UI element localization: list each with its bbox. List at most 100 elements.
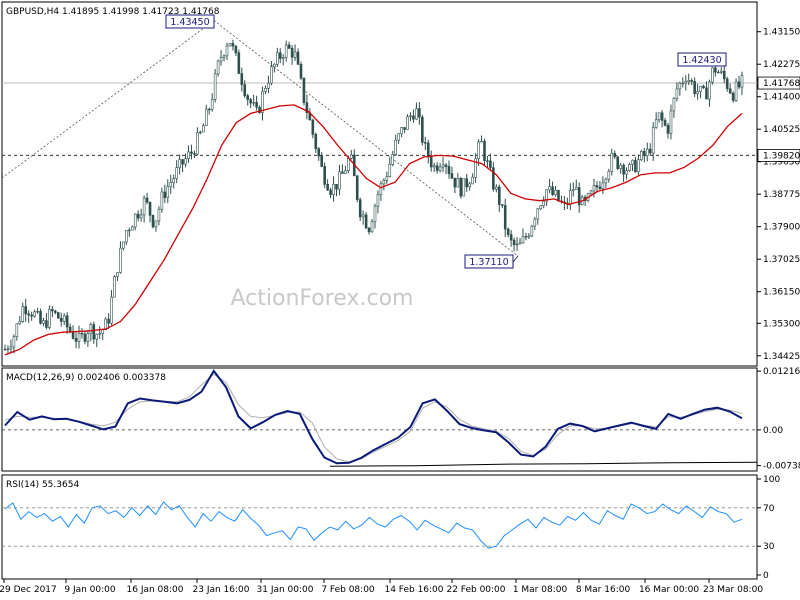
candle-body <box>527 235 531 238</box>
candle-body <box>687 80 691 82</box>
candle-body <box>213 73 217 100</box>
candle-body <box>711 67 714 83</box>
candle-body <box>610 153 614 172</box>
candle-body <box>459 178 463 197</box>
candle-body <box>54 310 57 313</box>
candle-body <box>731 92 735 101</box>
candle-body <box>728 88 732 94</box>
annotation-label: 1.43450 <box>170 17 209 28</box>
time-tick-label: 22 Feb 00:00 <box>446 585 505 595</box>
candle-body <box>634 159 637 173</box>
macd-title: MACD(12,26,9) 0.002406 0.003378 <box>6 373 166 383</box>
support-level-tag <box>757 148 800 162</box>
candle-body <box>252 102 255 104</box>
candle-body <box>379 183 383 196</box>
current-price-label: 1.41768 <box>763 79 800 89</box>
candle-body <box>500 204 504 206</box>
candle-body <box>444 164 448 167</box>
candle-body <box>281 57 285 59</box>
candle-body <box>497 186 501 205</box>
candle-body <box>737 81 741 88</box>
candle-body <box>486 160 489 162</box>
candle-body <box>284 44 288 58</box>
macd-axis: 0.012164 0.00 -0.007384 <box>757 367 800 472</box>
candle-body <box>24 306 28 315</box>
candle-body <box>438 166 442 171</box>
candle-body <box>373 205 377 223</box>
rsi-axis: 100 70 30 0 <box>757 475 780 581</box>
candle-body <box>506 228 510 235</box>
candle-body <box>199 131 202 134</box>
annotation-box <box>165 14 215 29</box>
candle-body <box>246 95 250 100</box>
candle-body <box>278 52 282 59</box>
candle-body <box>119 247 122 273</box>
candle-body <box>518 242 522 245</box>
candle-body <box>95 333 99 340</box>
annotation-box <box>464 254 514 269</box>
candle-body <box>512 239 516 246</box>
candle-body <box>160 191 164 210</box>
candle-body <box>690 80 693 82</box>
candle-body <box>545 189 548 202</box>
candle-body <box>385 176 389 181</box>
candle-body <box>708 81 711 100</box>
candle-body <box>293 51 297 58</box>
candle-body <box>332 184 335 195</box>
candle-body <box>696 91 699 94</box>
candle-body <box>255 102 258 108</box>
candle-body <box>258 106 261 113</box>
annotation-box <box>677 52 727 67</box>
candle-body <box>637 159 640 173</box>
candle-body <box>329 189 332 195</box>
candle-body <box>56 312 60 319</box>
candle-body <box>628 164 631 171</box>
candle-body <box>725 78 729 90</box>
candle-body <box>202 125 205 133</box>
candle-body <box>204 108 208 127</box>
candle-body <box>495 186 498 190</box>
rsi-panel: RSI(14) 55.3654 100 70 30 0 <box>1 474 780 581</box>
candle-body <box>421 116 424 143</box>
candle-body <box>625 170 628 175</box>
candle-body <box>154 220 158 228</box>
candle-body <box>734 81 738 101</box>
candle-body <box>142 197 146 216</box>
candle-body <box>175 167 178 179</box>
annotation-leader <box>512 255 519 263</box>
candle-body <box>619 164 622 169</box>
candle-body <box>705 87 708 100</box>
candle-body <box>51 309 54 312</box>
candle-body <box>426 142 430 158</box>
candle-body <box>663 120 667 126</box>
candle-body <box>480 140 483 143</box>
current-price-tag <box>757 76 800 90</box>
candle-body <box>669 110 673 134</box>
candle-body <box>302 77 306 103</box>
candle-body <box>607 171 611 180</box>
candle-body <box>361 214 365 218</box>
candle-body <box>187 151 190 160</box>
candle-body <box>409 115 412 118</box>
candle-body <box>92 324 96 340</box>
candle-body <box>104 318 107 331</box>
candle-body <box>355 175 359 200</box>
candle-body <box>453 177 457 188</box>
candle-body <box>207 108 211 111</box>
candle-body <box>264 87 267 92</box>
price-tick-label: 1.38775 <box>763 190 800 200</box>
candle-body <box>640 150 643 160</box>
candle-body <box>296 51 300 65</box>
candle-body <box>631 159 634 165</box>
candle-body <box>358 199 362 218</box>
time-tick-label: 23 Mar 08:00 <box>703 585 763 595</box>
candle-body <box>719 70 723 73</box>
candle-body <box>125 230 128 243</box>
candle-body <box>110 296 113 324</box>
candle-body <box>320 155 324 167</box>
price-tick-label: 1.39650 <box>763 158 800 168</box>
candle-body <box>589 190 593 194</box>
rsi-title: RSI(14) 55.3654 <box>6 480 79 490</box>
rsi-tick-label: 70 <box>763 504 775 514</box>
